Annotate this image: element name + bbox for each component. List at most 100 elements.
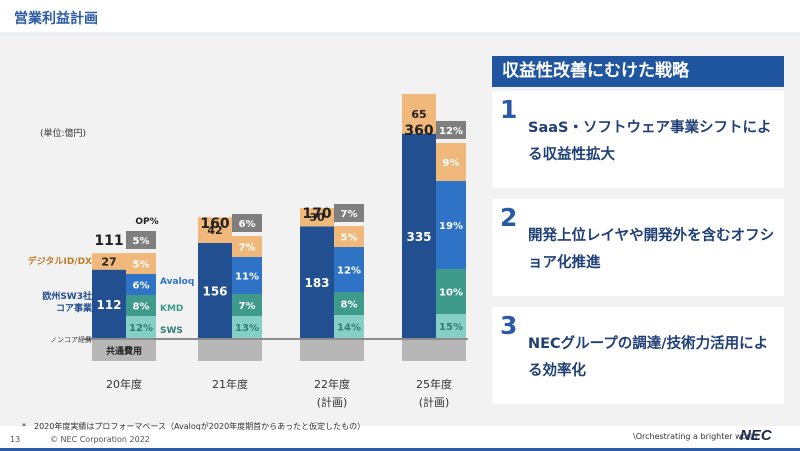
avaloq-margin-label: 19% [439, 221, 463, 232]
digital-value-label: 65 [411, 108, 426, 121]
op-margin-box [232, 214, 262, 232]
kmd-margin-bar [334, 292, 364, 315]
avaloq-margin-bar [232, 257, 262, 294]
digital-margin-bar [334, 226, 364, 247]
op-margin-label: 12% [439, 126, 463, 137]
category-label: 20年度 [106, 377, 142, 391]
core-value-label: 112 [96, 298, 121, 312]
sws-margin-bar [232, 316, 262, 338]
digital-margin-label: 5% [341, 233, 358, 244]
strategy-number: 2 [500, 203, 518, 232]
core-value-label: 156 [202, 284, 227, 298]
kmd-margin-label: 8% [341, 300, 358, 311]
op-margin-label: 5% [133, 236, 150, 247]
digital-value-label: 27 [101, 255, 116, 268]
tagline: \Orchestrating a brighter world [633, 432, 758, 441]
category-label: 22年度 [314, 377, 350, 391]
footer-divider [0, 448, 800, 451]
avaloq-margin-bar [436, 181, 466, 269]
category-label: 25年度 [416, 377, 452, 391]
digital-value-label: 42 [207, 224, 222, 237]
total-value-label: 360 [404, 123, 433, 139]
avaloq-margin-label: 11% [235, 272, 259, 283]
digital-value-label: 30 [309, 211, 325, 224]
kmd-margin-bar [126, 295, 156, 316]
legend-kmd: KMD [160, 304, 183, 314]
digital-id-bar [300, 208, 334, 227]
op-margin-box [126, 231, 156, 249]
title-divider [0, 32, 800, 36]
strategy-heading: 収益性改善にむけた戦略 [492, 56, 784, 87]
total-value-label: 170 [302, 206, 331, 222]
sws-margin-bar [436, 314, 466, 338]
footnote: * 2020年度実績はプロフォーマベース（Avaloqが2020年度期首からあっ… [22, 422, 366, 431]
category-label: (計画) [317, 395, 348, 409]
avaloq-margin-label: 6% [133, 281, 150, 292]
core-value-label: 335 [406, 230, 431, 244]
page-title: 営業利益計画 [14, 11, 98, 27]
page-number: 13 [10, 435, 21, 444]
cost-band-line [84, 338, 468, 340]
total-value-label: 111 [94, 233, 123, 249]
category-label: 21年度 [212, 377, 248, 391]
sws-margin-label: 15% [439, 322, 463, 333]
operating-profit-chart: 112 27 12% 8% 6% 5% 5% 111 20年度 156 42 13% 7% 11% 7% 6%… [28, 94, 468, 409]
category-label: (計画) [419, 395, 450, 409]
core-business-bar [300, 226, 334, 338]
kmd-margin-label: 8% [133, 302, 150, 313]
op-margin-header: OP% [135, 217, 158, 227]
nec-logo: NEC [740, 427, 772, 444]
copyright: © NEC Corporation 2022 [50, 435, 150, 444]
total-value-label: 160 [200, 216, 229, 232]
kmd-margin-bar [232, 294, 262, 316]
core-business-bar [198, 242, 232, 338]
sws-margin-bar [126, 316, 156, 338]
sws-margin-label: 14% [337, 323, 361, 334]
op-margin-label: 6% [239, 219, 256, 230]
strategy-card-2: 2 開発上位レイヤや開発外を含むオフショア化推進 [492, 199, 784, 296]
noncore-label: ノンコア経費 [50, 335, 92, 344]
strategy-text: 開発上位レイヤや開発外を含むオフショア化推進 [528, 228, 775, 271]
digital-margin-bar [436, 143, 466, 181]
digital-margin-label: 7% [239, 243, 256, 254]
digital-margin-bar [126, 253, 156, 274]
strategy-text: SaaS・ソフトウェア事業シフトによる収益性拡大 [528, 120, 772, 163]
strategy-text: NECグループの調達/技術力活用による効率化 [528, 336, 769, 379]
legend-core-business: コア事業 [56, 302, 93, 314]
strategy-number: 1 [500, 95, 518, 124]
core-value-label: 183 [304, 276, 329, 290]
common-cost-label: 共通費用 [106, 345, 142, 357]
core-business-bar [402, 133, 436, 338]
legend-core-business: 欧州SW3社 [42, 290, 92, 302]
common-cost-bar [402, 340, 466, 361]
digital-margin-label: 5% [133, 260, 150, 271]
kmd-margin-bar [436, 269, 466, 314]
kmd-margin-label: 10% [439, 288, 463, 299]
sws-margin-label: 12% [129, 323, 153, 334]
common-cost-bar [198, 340, 262, 361]
legend-avaloq: Avaloq [160, 277, 194, 287]
strategy-number: 3 [500, 311, 518, 340]
sws-margin-bar [334, 315, 364, 338]
op-margin-box [334, 204, 364, 222]
digital-id-bar [402, 94, 436, 134]
avaloq-margin-bar [334, 247, 364, 292]
digital-margin-bar [232, 236, 262, 257]
digital-id-bar [198, 217, 232, 243]
strategy-card-1: 1 SaaS・ソフトウェア事業シフトによる収益性拡大 [492, 91, 784, 188]
kmd-margin-label: 7% [239, 301, 256, 312]
common-cost-bar [92, 340, 156, 361]
common-cost-bar [300, 340, 364, 361]
core-business-bar [92, 269, 126, 338]
unit-label: (単位:億円) [40, 129, 87, 139]
op-margin-label: 7% [341, 209, 358, 220]
digital-id-bar [92, 253, 126, 270]
op-margin-box [436, 121, 466, 139]
strategy-card-3: 3 NECグループの調達/技術力活用による効率化 [492, 307, 784, 404]
legend-sws: SWS [160, 326, 183, 336]
sws-margin-label: 13% [235, 323, 259, 334]
avaloq-margin-bar [126, 274, 156, 295]
avaloq-margin-label: 12% [337, 266, 361, 277]
legend-digital-id: デジタルID/DX [28, 255, 92, 267]
digital-margin-label: 9% [443, 158, 460, 169]
